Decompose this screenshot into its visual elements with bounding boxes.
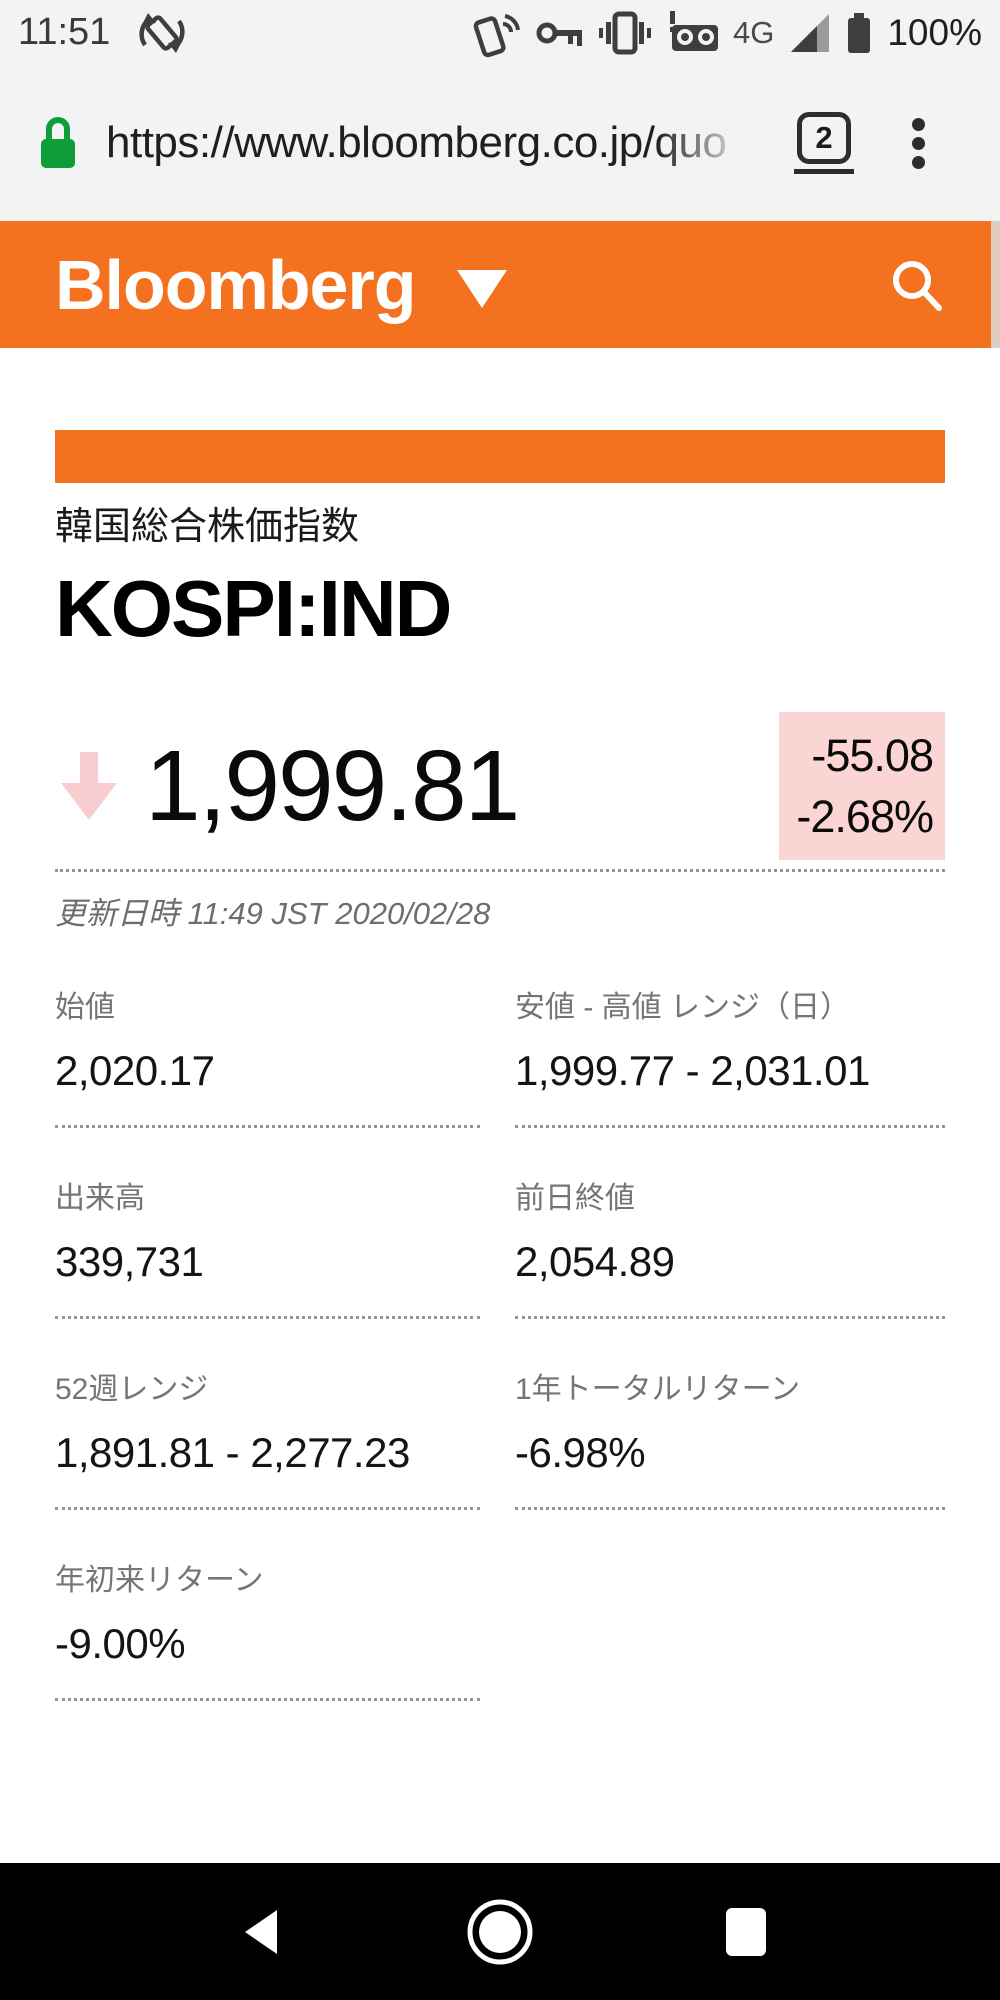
price-row: 1,999.81 -55.08 -2.68% (55, 711, 945, 861)
field-prev-close: 前日終値 2,054.89 (515, 1180, 945, 1319)
page-scrollbar[interactable] (991, 221, 1000, 348)
orange-accent-bar (55, 430, 945, 483)
field-open: 始値 2,020.17 (55, 989, 480, 1128)
tab-switcher-underline (794, 169, 854, 174)
screen-rotation-icon (136, 7, 188, 59)
field-value: 2,054.89 (515, 1238, 675, 1285)
field-ytd-return: 年初来リターン -9.00% (55, 1562, 480, 1701)
updated-timestamp: 更新日時 11:49 JST 2020/02/28 (55, 896, 491, 931)
change-value: -55.08 (811, 730, 934, 781)
quote-stats-grid: 始値 2,020.17 安値 - 高値 レンジ（日） 1,999.77 - 2,… (55, 989, 945, 1701)
vibrate-icon (599, 9, 651, 57)
status-icons: 4G 100% (473, 8, 982, 58)
index-name: 韓国総合株価指数 (55, 506, 360, 548)
caret-down-icon[interactable] (457, 269, 508, 308)
separator (55, 869, 945, 872)
browser-url-bar[interactable]: https://www.bloomberg.co.jp/quo 2 (0, 65, 1000, 221)
vpn-key-icon (536, 15, 584, 51)
field-label: 出来高 (55, 1182, 145, 1215)
status-bar: 11:51 (0, 0, 1000, 65)
quote-page: 韓国総合株価指数 KOSPI:IND 1,999.81 -55.08 -2.68… (0, 430, 1000, 1701)
field-value: -9.00% (55, 1620, 186, 1667)
change-badge: -55.08 -2.68% (779, 712, 945, 860)
browser-menu-button[interactable] (912, 117, 925, 169)
url-text[interactable]: https://www.bloomberg.co.jp/quo (106, 118, 727, 167)
network-type-label: 4G (733, 14, 775, 50)
url-fade-overlay (656, 113, 766, 173)
field-label: 年初来リターン (55, 1564, 264, 1597)
url-field[interactable]: https://www.bloomberg.co.jp/quo (106, 113, 766, 173)
field-value: 2,020.17 (55, 1047, 215, 1094)
back-button[interactable] (222, 1863, 298, 2000)
field-label: 前日終値 (515, 1182, 635, 1215)
field-day-range: 安値 - 高値 レンジ（日） 1,999.77 - 2,031.01 (515, 989, 945, 1128)
tab-switcher-button[interactable]: 2 (794, 112, 854, 174)
down-arrow-icon (61, 752, 117, 820)
field-value: -6.98% (515, 1429, 646, 1476)
nfc-icon (473, 8, 521, 58)
field-volume: 出来高 339,731 (55, 1180, 480, 1319)
field-value: 339,731 (55, 1238, 204, 1285)
recents-button[interactable] (708, 1863, 784, 2000)
home-button[interactable] (460, 1863, 540, 2000)
lock-icon (38, 114, 78, 172)
field-1y-return: 1年トータルリターン -6.98% (515, 1371, 945, 1510)
search-icon[interactable] (889, 257, 945, 313)
field-label: 52週レンジ (55, 1373, 209, 1406)
change-percent: -2.68% (796, 791, 934, 842)
last-price: 1,999.81 (145, 729, 520, 842)
field-label: 1年トータルリターン (515, 1373, 801, 1406)
field-value: 1,891.81 - 2,277.23 (55, 1429, 410, 1476)
battery-percent-label: 100% (887, 11, 982, 53)
site-header: Bloomberg (0, 221, 1000, 348)
answering-machine-icon (666, 9, 718, 57)
field-label: 始値 (55, 991, 115, 1024)
bloomberg-logo[interactable]: Bloomberg (55, 245, 416, 324)
battery-icon (846, 11, 872, 55)
clock: 11:51 (18, 11, 111, 53)
field-52wk-range: 52週レンジ 1,891.81 - 2,277.23 (55, 1371, 480, 1510)
tab-count-box: 2 (797, 112, 851, 164)
tab-count: 2 (815, 120, 833, 155)
ticker-symbol: KOSPI:IND (55, 564, 452, 653)
signal-icon (789, 12, 831, 54)
field-label: 安値 - 高値 レンジ（日） (515, 991, 850, 1024)
android-nav-bar (0, 1863, 1000, 2000)
field-value: 1,999.77 - 2,031.01 (515, 1047, 870, 1094)
